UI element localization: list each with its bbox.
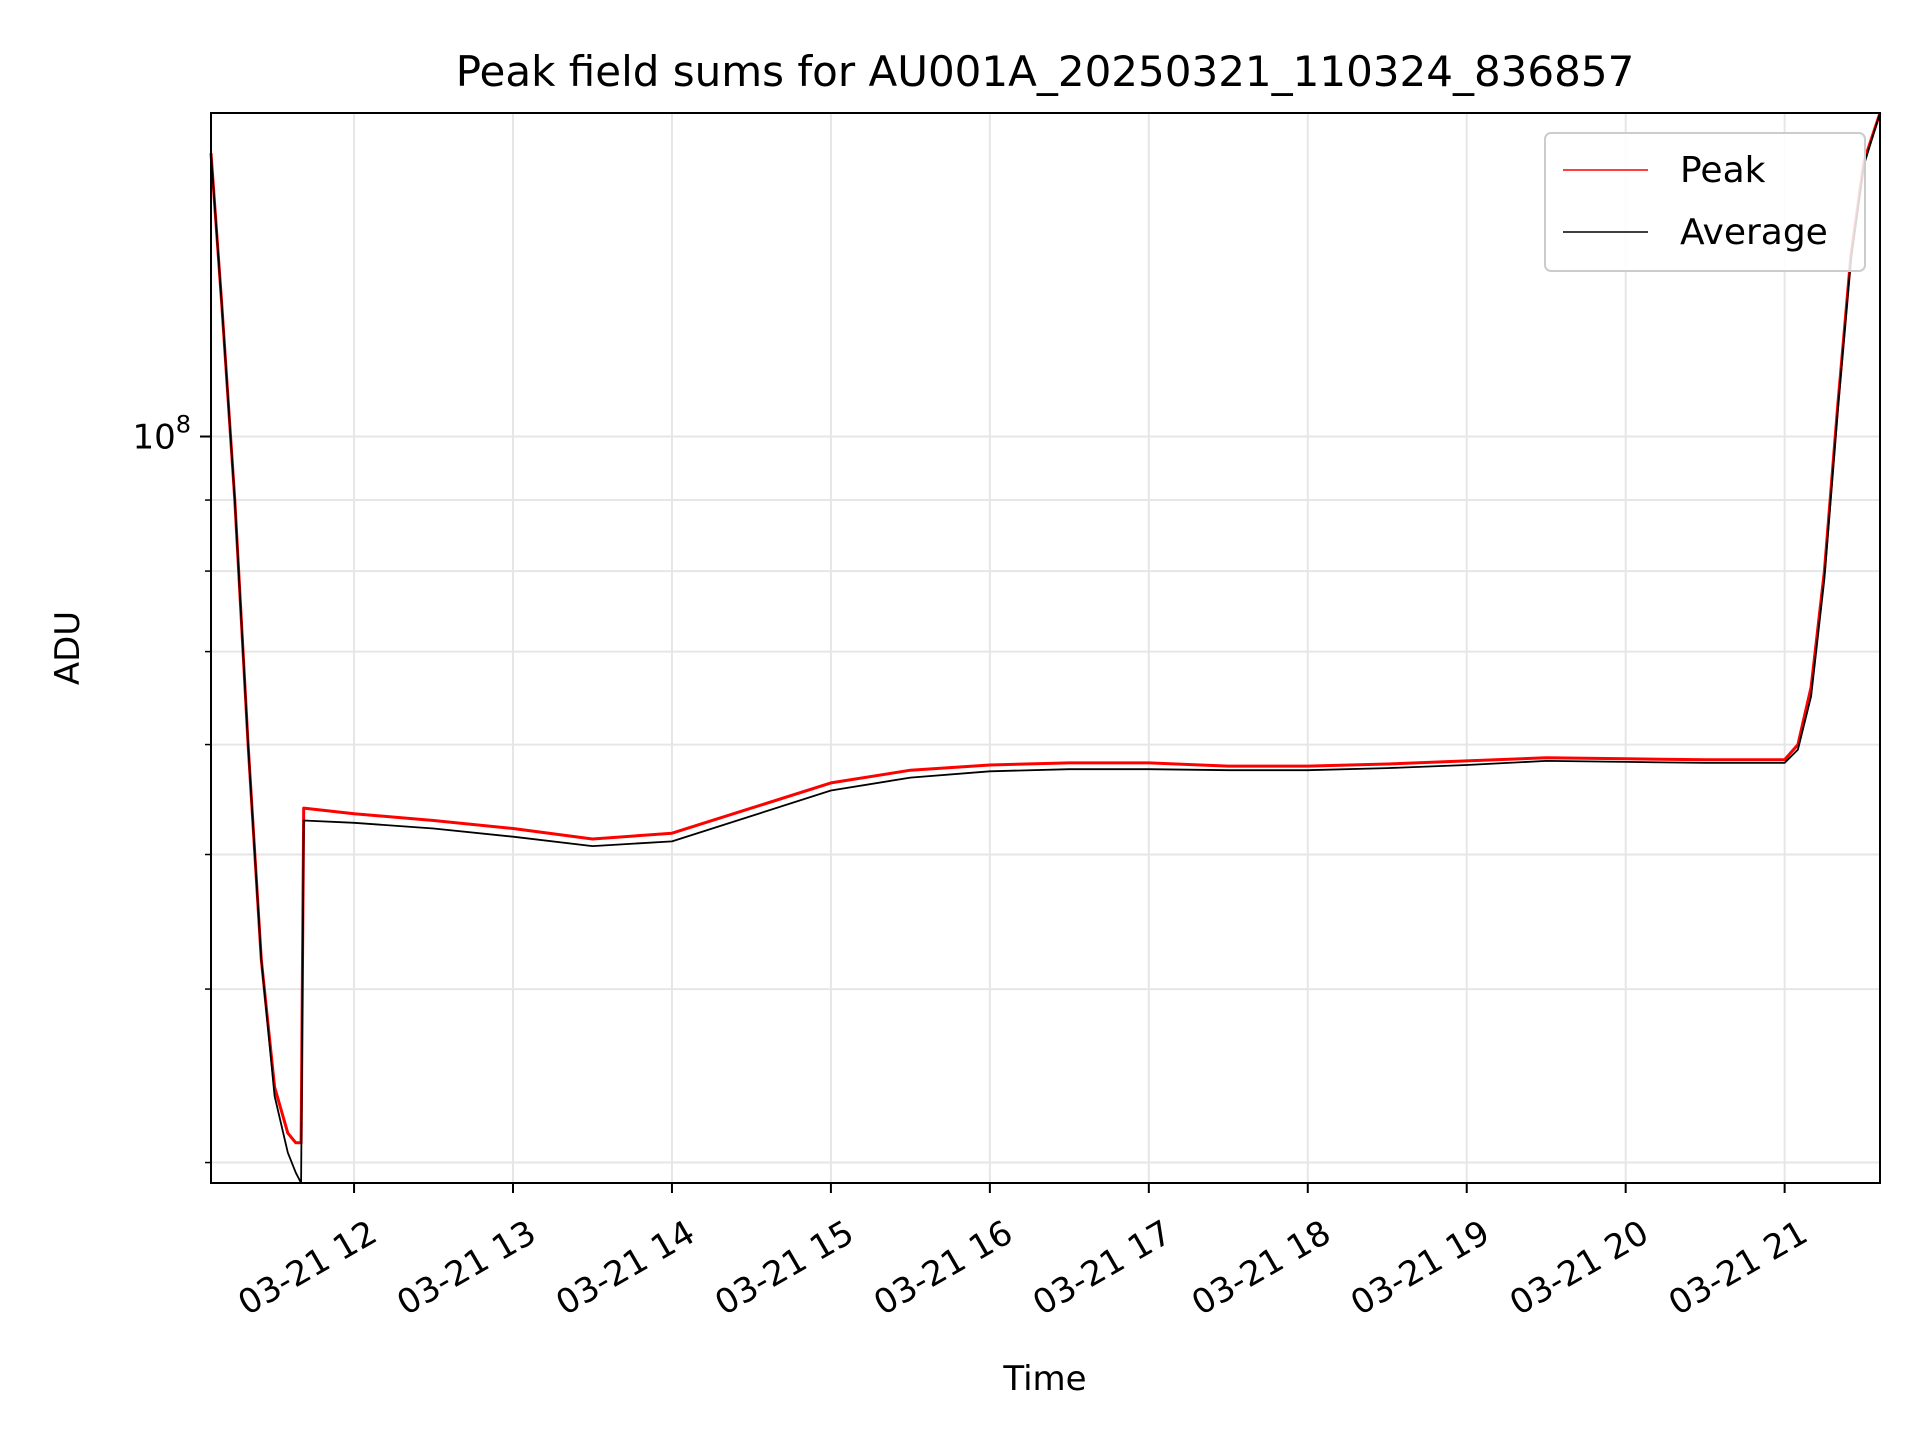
grid-layer	[211, 113, 1880, 1183]
series-line-peak	[209, 112, 1882, 1145]
legend-label-average: Average	[1680, 212, 1828, 253]
legend-label-peak: Peak	[1680, 150, 1766, 191]
legend: Peak Average	[1544, 132, 1866, 272]
series-layer	[209, 112, 1882, 1184]
y-tick-label-base: 10	[132, 418, 175, 458]
series-line-average	[210, 112, 1881, 1184]
y-tick-label: 108	[132, 411, 191, 458]
legend-box	[1544, 132, 1866, 272]
y-tick-label-exponent: 8	[176, 411, 191, 439]
plot-area-frame	[210, 112, 1881, 1184]
chart-title: Peak field sums for AU001A_20250321_1103…	[456, 47, 1635, 96]
y-axis-ticks: 108	[132, 411, 211, 1164]
x-axis-label: Time	[1002, 1359, 1086, 1399]
y-axis-label: ADU	[48, 611, 88, 685]
